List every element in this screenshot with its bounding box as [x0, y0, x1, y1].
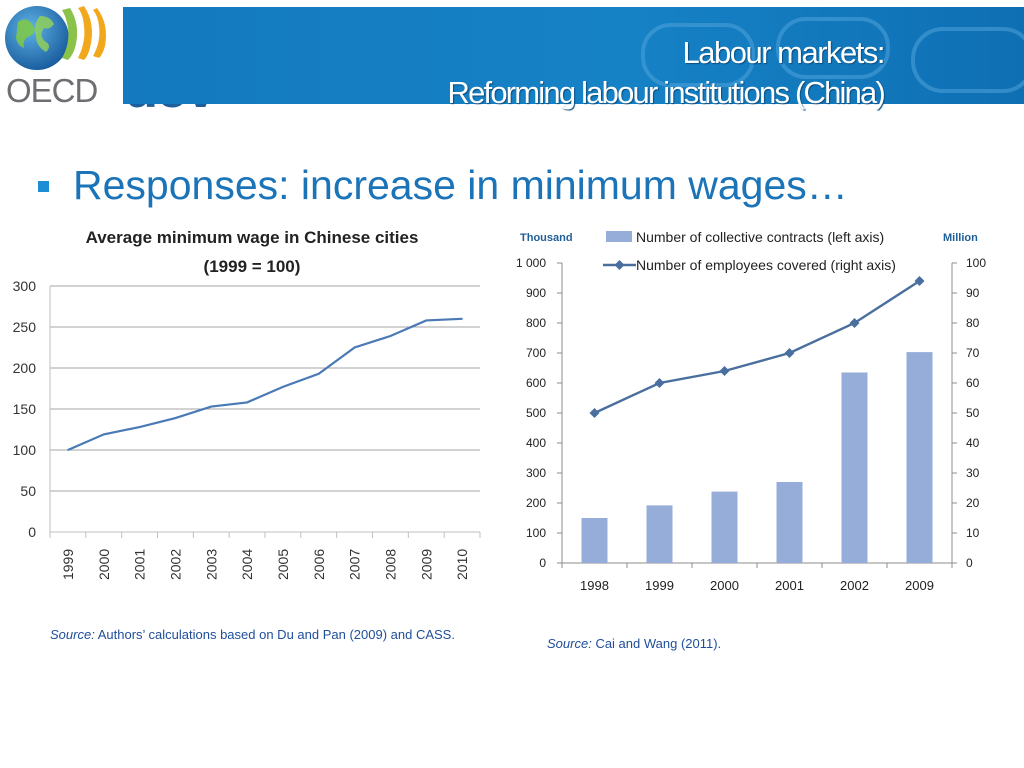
x-tick-label: 2003: [203, 549, 219, 580]
chart-subtitle: (1999 = 100): [204, 257, 301, 276]
right-tick-label: 60: [966, 376, 980, 390]
employees-marker: [849, 318, 860, 328]
y-tick-label: 150: [13, 401, 37, 417]
x-tick-label: 2001: [132, 549, 148, 580]
header: OECD dev Labour markets: Reforming labou…: [0, 0, 1024, 119]
legend-swatch-bar: [606, 231, 632, 242]
x-tick-label: 2006: [311, 549, 327, 580]
x-tick-label: 1999: [645, 578, 674, 593]
y-tick-label: 100: [13, 442, 37, 458]
oecd-logo-text: OECD: [6, 72, 98, 109]
x-tick-label: 2009: [905, 578, 934, 593]
x-tick-label: 2000: [710, 578, 739, 593]
legend-label: Number of collective contracts (left axi…: [636, 229, 884, 245]
right-tick-label: 100: [966, 256, 986, 270]
left-tick-label: 1 000: [516, 256, 546, 270]
x-tick-label: 2007: [347, 549, 363, 580]
left-tick-label: 900: [526, 286, 546, 300]
collective-contracts-combo-chart: Thousand Million Number of collective co…: [516, 229, 986, 593]
right-tick-label: 80: [966, 316, 980, 330]
right-tick-label: 70: [966, 346, 980, 360]
bullet-heading: Responses: increase in minimum wages…: [73, 162, 848, 208]
legend-label: Number of employees covered (right axis): [636, 257, 896, 273]
x-tick-label: 2005: [275, 549, 291, 580]
employees-marker: [784, 348, 795, 358]
min-wage-line-chart: Average minimum wage in Chinese cities (…: [13, 228, 481, 580]
source-note-left: Source: Authors’ calculations based on D…: [50, 626, 494, 644]
data-point: [138, 426, 141, 428]
employees-marker: [914, 276, 925, 286]
globe-icon: [5, 6, 106, 70]
x-tick-label: 2002: [167, 549, 183, 580]
right-tick-label: 10: [966, 526, 980, 540]
left-tick-label: 600: [526, 376, 546, 390]
contracts-bar: [776, 482, 803, 563]
data-point: [246, 401, 248, 404]
source-text: Cai and Wang (2011).: [595, 636, 722, 651]
left-tick-label: 500: [526, 406, 546, 420]
contracts-bar: [906, 352, 933, 563]
data-point: [461, 318, 463, 320]
source-text: Authors’ calculations based on Du and Pa…: [97, 627, 455, 642]
left-tick-label: 700: [526, 346, 546, 360]
x-tick-label: 2010: [454, 549, 470, 580]
y-tick-label: 50: [20, 483, 36, 499]
contracts-bar: [581, 518, 608, 563]
employees-series-line: [593, 279, 921, 415]
x-tick-label: 2004: [239, 549, 255, 580]
right-tick-label: 40: [966, 436, 980, 450]
min-wage-series-line: [67, 317, 463, 452]
right-tick-label: 20: [966, 496, 980, 510]
title-band: Labour markets: Reforming labour institu…: [123, 7, 1024, 110]
chart-title: Average minimum wage in Chinese cities: [86, 228, 419, 247]
y-tick-label: 300: [13, 278, 37, 294]
x-tick-label: 2000: [96, 549, 112, 580]
data-point: [174, 417, 177, 419]
right-tick-label: 30: [966, 466, 980, 480]
left-tick-label: 100: [526, 526, 546, 540]
data-point: [282, 386, 284, 388]
speech-bubbles-decoration: [641, 17, 1024, 93]
y-tick-label: 200: [13, 360, 37, 376]
right-tick-label: 50: [966, 406, 980, 420]
employees-marker: [654, 378, 665, 388]
y-tick-label: 250: [13, 319, 37, 335]
left-tick-label: 800: [526, 316, 546, 330]
left-tick-label: 400: [526, 436, 546, 450]
employees-marker: [719, 366, 730, 376]
x-tick-label: 1998: [580, 578, 609, 593]
right-tick-label: 90: [966, 286, 980, 300]
contracts-bar: [841, 372, 868, 563]
bullet-marker: [38, 181, 49, 192]
x-tick-label: 2002: [840, 578, 869, 593]
x-tick-label: 2001: [775, 578, 804, 593]
x-tick-label: 2008: [382, 549, 398, 580]
contracts-bar: [646, 505, 673, 563]
right-tick-label: 0: [966, 556, 973, 570]
contracts-bar: [711, 491, 738, 563]
header-title-line-2: Reforming labour institutions (China): [447, 75, 885, 110]
data-point: [353, 346, 356, 349]
source-note-right: Source: Cai and Wang (2011).: [547, 636, 721, 651]
y-tick-label: 0: [28, 524, 36, 540]
left-tick-label: 200: [526, 496, 546, 510]
right-axis-unit: Million: [943, 232, 978, 244]
source-label: Source:: [547, 636, 592, 651]
data-point: [425, 319, 428, 322]
data-point: [67, 449, 69, 451]
data-point: [210, 405, 213, 408]
source-label: Source:: [50, 627, 95, 642]
legend-swatch-marker: [614, 260, 625, 270]
left-axis-unit: Thousand: [520, 232, 573, 244]
left-tick-label: 300: [526, 466, 546, 480]
x-tick-label: 1999: [60, 549, 76, 580]
data-point: [317, 372, 320, 375]
data-point: [102, 433, 105, 436]
left-tick-label: 0: [539, 556, 546, 570]
data-point: [389, 335, 392, 337]
x-tick-label: 2009: [418, 549, 434, 580]
employees-marker: [589, 408, 600, 418]
header-title-line-1: Labour markets:: [682, 35, 886, 70]
